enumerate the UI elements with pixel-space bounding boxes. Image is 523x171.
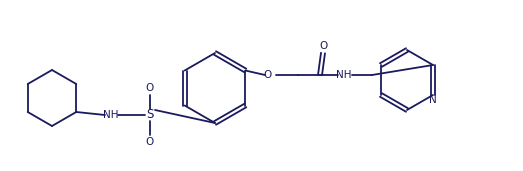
Text: NH: NH	[103, 110, 119, 120]
Text: NH: NH	[336, 70, 352, 80]
Text: N: N	[429, 95, 437, 105]
Text: O: O	[146, 83, 154, 93]
Text: O: O	[319, 41, 327, 51]
Text: S: S	[146, 109, 154, 122]
Text: O: O	[264, 70, 272, 80]
Text: O: O	[146, 137, 154, 147]
